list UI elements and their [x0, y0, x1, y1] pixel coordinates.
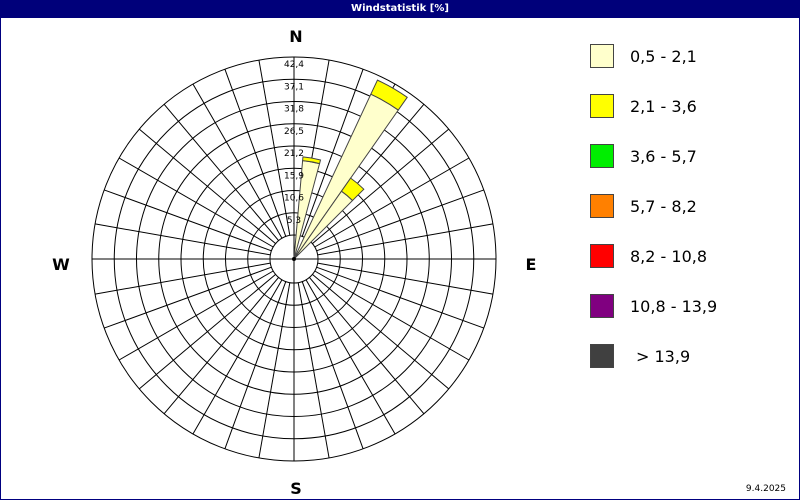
- direction-north: N: [289, 27, 302, 46]
- grid-spoke: [316, 266, 484, 329]
- ring-label: 37,1: [284, 82, 304, 92]
- legend-swatch: [590, 144, 614, 168]
- grid-spoke: [317, 262, 494, 295]
- legend-label: 8,2 - 10,8: [630, 247, 708, 266]
- legend-swatch: [590, 44, 614, 68]
- grid-spoke: [94, 223, 271, 256]
- legend-label: 0,5 - 2,1: [630, 47, 697, 66]
- grid-spoke: [314, 157, 470, 248]
- grid-spoke: [138, 128, 276, 244]
- legend-item: 5,7 - 8,2: [590, 194, 790, 222]
- grid-spoke: [316, 189, 484, 252]
- legend-item: 10,8 - 13,9: [590, 294, 790, 322]
- grid-spoke: [305, 279, 396, 435]
- direction-south: S: [290, 479, 302, 498]
- window-title: Windstatistik [%]: [0, 0, 800, 18]
- ring-label: 15,9: [284, 171, 304, 181]
- ring-labels: 5,3 10,6 15,9 21,2 26,5 31,8 37,1 42,4: [284, 60, 304, 226]
- ring-label: 42,4: [284, 60, 304, 70]
- grid-spoke: [104, 189, 272, 252]
- grid-spoke: [301, 281, 364, 449]
- grid-spoke: [258, 282, 291, 459]
- wind-sector-segment: [370, 79, 408, 111]
- grid-spoke: [312, 274, 450, 390]
- grid-spoke: [297, 282, 330, 459]
- grid-spoke: [314, 270, 470, 361]
- legend-item: 8,2 - 10,8: [590, 244, 790, 272]
- grid-spoke: [118, 157, 274, 248]
- grid-spoke: [258, 59, 291, 236]
- center-point: [292, 257, 296, 261]
- grid-spoke: [163, 103, 279, 241]
- grid-spoke: [94, 262, 271, 295]
- grid-spoke: [192, 279, 283, 435]
- grid-spoke: [301, 69, 364, 237]
- legend-swatch: [590, 94, 614, 118]
- legend-label: 3,6 - 5,7: [630, 147, 697, 166]
- legend-label: 10,8 - 13,9: [630, 297, 718, 316]
- grid-spoke: [312, 128, 450, 244]
- ring-label: 31,8: [284, 105, 304, 115]
- wind-sector-segment: [302, 156, 322, 165]
- grid-spoke: [192, 83, 283, 239]
- direction-west: W: [52, 255, 70, 274]
- grid-spoke: [118, 270, 274, 361]
- grid-spoke: [224, 281, 287, 449]
- legend-item: 0,5 - 2,1: [590, 44, 790, 72]
- legend-swatch: [590, 344, 614, 368]
- polar-grid: [91, 56, 497, 462]
- wind-sectors: [292, 79, 408, 261]
- legend-label: 2,1 - 3,6: [630, 97, 697, 116]
- grid-spoke: [163, 277, 279, 415]
- ring-label: 5,3: [287, 216, 301, 226]
- legend-swatch: [590, 244, 614, 268]
- legend-label: 5,7 - 8,2: [630, 197, 697, 216]
- grid-spoke: [224, 69, 287, 237]
- direction-east: E: [526, 255, 537, 274]
- footer-date: 9.4.2025: [745, 484, 786, 494]
- legend-item: 2,1 - 3,6: [590, 94, 790, 122]
- legend-item: > 13,9: [590, 344, 790, 372]
- legend-label: > 13,9: [636, 347, 691, 366]
- wind-sector-segment: [340, 177, 365, 202]
- ring-label: 26,5: [284, 127, 304, 137]
- grid-spoke: [317, 223, 494, 256]
- legend-swatch: [590, 294, 614, 318]
- legend-swatch: [590, 194, 614, 218]
- grid-spoke: [104, 266, 272, 329]
- grid-spoke: [309, 277, 425, 415]
- legend-item: 3,6 - 5,7: [590, 144, 790, 172]
- ring-label: 10,6: [284, 194, 304, 204]
- ring-label: 21,2: [284, 149, 304, 159]
- grid-spoke: [138, 274, 276, 390]
